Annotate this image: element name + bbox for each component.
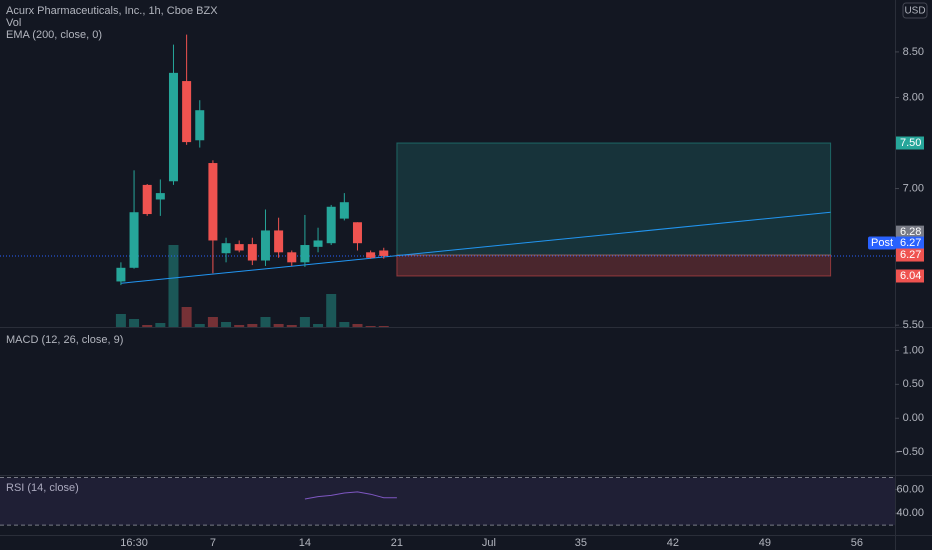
- pane-title: RSI (14, close): [6, 482, 79, 494]
- volume-bar: [260, 317, 271, 327]
- x-tick-label: 49: [759, 537, 771, 549]
- y-tick-label: −0.50: [896, 446, 924, 458]
- volume-bar: [273, 324, 284, 327]
- price-label: 6.27: [900, 237, 921, 249]
- price-label: 7.50: [900, 137, 921, 149]
- rsi-band-fill: [0, 477, 895, 526]
- x-tick-label: 16:30: [120, 537, 148, 549]
- price-label-box: [896, 248, 924, 262]
- volume-bar: [207, 317, 218, 327]
- x-tick-label: 7: [210, 537, 216, 549]
- candle-body: [168, 72, 178, 182]
- price-tag: Post: [871, 237, 893, 249]
- x-tick-label: 42: [667, 537, 679, 549]
- volume-bar: [313, 324, 324, 327]
- volume-bar: [378, 326, 389, 327]
- volume-legend: Vol: [6, 17, 21, 29]
- candle-body: [366, 252, 376, 258]
- price-label-box: [896, 225, 924, 239]
- y-tick-label: 1.00: [903, 344, 924, 356]
- y-tick-label: 7.00: [903, 182, 924, 194]
- candle-body: [379, 250, 389, 256]
- volume-bar: [247, 324, 258, 327]
- volume-bar: [339, 322, 350, 327]
- x-tick-label: 14: [299, 537, 311, 549]
- candle-body: [326, 206, 336, 244]
- volume-bar: [352, 324, 363, 327]
- volume-bar: [168, 245, 179, 327]
- candle-body: [182, 81, 192, 143]
- y-tick-label: 8.50: [903, 46, 924, 58]
- price-label-box: [896, 136, 924, 150]
- x-tick-label: 21: [391, 537, 403, 549]
- candle-body: [116, 267, 126, 282]
- volume-bar: [115, 314, 126, 327]
- volume-bar: [129, 319, 140, 327]
- candle-body: [274, 230, 284, 253]
- candle-body: [313, 240, 323, 247]
- volume-bar: [326, 294, 337, 327]
- volume-bar: [299, 317, 310, 327]
- pane-title: MACD (12, 26, close, 9): [6, 334, 123, 346]
- indicator-legend: EMA (200, close, 0): [6, 29, 102, 41]
- volume-bar: [234, 325, 245, 327]
- candle-body: [260, 230, 270, 261]
- profit-zone: [396, 142, 832, 256]
- price-label-box: [896, 269, 924, 283]
- price-label: 6.27: [900, 249, 921, 261]
- y-tick-label: 0.00: [903, 412, 924, 424]
- candle-body: [142, 184, 152, 215]
- volume-bar: [365, 326, 376, 327]
- candle-body: [352, 222, 362, 244]
- y-tick-label: 5.50: [903, 319, 924, 331]
- x-tick-label: Jul: [482, 537, 496, 549]
- volume-bar: [155, 323, 166, 327]
- volume-bar: [286, 325, 297, 327]
- currency-box: [902, 2, 928, 19]
- y-tick-label: 0.50: [903, 378, 924, 390]
- candle-body: [300, 245, 310, 263]
- candle-body: [195, 110, 205, 141]
- indicator-line: [304, 491, 397, 500]
- y-tick-label: 40.00: [896, 507, 924, 519]
- x-tick-label: 56: [851, 537, 863, 549]
- volume-bar: [194, 324, 205, 327]
- volume-bar: [181, 307, 192, 327]
- candle-body: [287, 252, 297, 263]
- trend-line: [120, 211, 831, 284]
- currency-label: USD: [904, 6, 925, 17]
- candle-body: [208, 163, 218, 241]
- price-tag-box: [868, 236, 896, 250]
- candle-body: [339, 202, 349, 219]
- loss-zone: [396, 254, 832, 277]
- y-tick-label: 8.00: [903, 91, 924, 103]
- volume-bar: [142, 325, 153, 327]
- candle-body: [129, 212, 139, 268]
- price-label: 6.04: [900, 270, 921, 282]
- volume-bar: [221, 322, 232, 327]
- candle-body: [155, 193, 165, 200]
- candle-body: [234, 244, 244, 251]
- chart-title: Acurx Pharmaceuticals, Inc., 1h, Cboe BZ…: [6, 5, 218, 17]
- candle-body: [221, 243, 231, 254]
- x-tick-label: 35: [575, 537, 587, 549]
- price-label: 6.28: [900, 226, 921, 238]
- y-tick-label: 60.00: [896, 483, 924, 495]
- price-label-box: [896, 236, 924, 250]
- candle-body: [247, 244, 257, 261]
